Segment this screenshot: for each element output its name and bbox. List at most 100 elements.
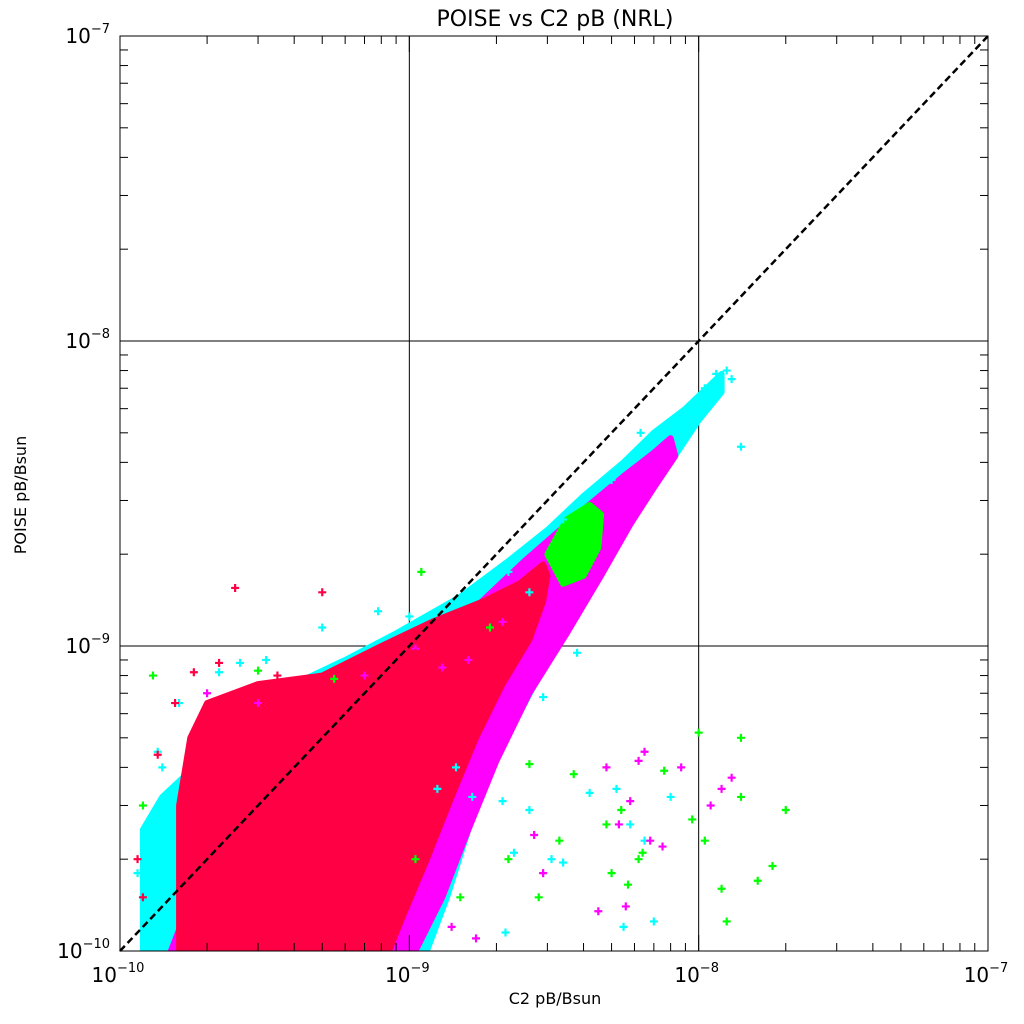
data-point xyxy=(525,805,534,814)
data-point xyxy=(717,784,726,793)
data-point xyxy=(447,922,456,931)
data-point xyxy=(330,674,339,683)
y-tick-label: 10−8 xyxy=(65,327,110,353)
data-point xyxy=(539,869,548,878)
data-point xyxy=(674,416,683,425)
data-point xyxy=(736,442,745,451)
scatter-points xyxy=(133,366,790,943)
x-tick-label: 10−10 xyxy=(92,961,145,987)
data-point xyxy=(525,588,534,597)
data-point xyxy=(138,801,147,810)
data-point xyxy=(411,855,420,864)
data-point xyxy=(706,801,715,810)
data-point xyxy=(712,369,721,378)
data-point xyxy=(722,917,731,926)
data-point xyxy=(617,805,626,814)
data-point xyxy=(594,907,603,916)
data-point xyxy=(717,884,726,893)
data-point xyxy=(621,902,630,911)
data-point xyxy=(660,766,669,775)
data-point xyxy=(158,763,167,772)
data-point xyxy=(626,820,635,829)
data-point xyxy=(753,876,762,885)
data-point xyxy=(153,750,162,759)
data-point xyxy=(649,917,658,926)
data-point xyxy=(607,869,616,878)
data-point xyxy=(485,623,494,632)
data-point xyxy=(547,855,556,864)
data-point xyxy=(727,375,736,384)
data-point xyxy=(646,836,655,845)
data-point xyxy=(318,588,327,597)
data-point xyxy=(573,648,582,657)
y-axis-label: POISE pB/Bsun xyxy=(11,436,30,554)
data-point xyxy=(501,928,510,937)
data-point xyxy=(254,666,263,675)
data-point xyxy=(634,756,643,765)
data-point xyxy=(626,797,635,806)
data-point xyxy=(189,668,198,677)
data-point xyxy=(405,612,414,621)
data-point xyxy=(768,861,777,870)
data-point xyxy=(602,820,611,829)
plot-frame xyxy=(119,35,989,952)
x-axis-label: C2 pB/Bsun xyxy=(509,989,602,1008)
point-clouds xyxy=(139,370,725,951)
data-point xyxy=(417,567,426,576)
data-point xyxy=(614,820,623,829)
data-point xyxy=(525,760,534,769)
data-point xyxy=(640,747,649,756)
data-point xyxy=(236,658,245,667)
x-tick-label: 10−8 xyxy=(674,961,719,987)
data-point xyxy=(215,668,224,677)
data-point xyxy=(254,699,263,708)
data-point xyxy=(634,855,643,864)
data-point xyxy=(624,880,633,889)
data-point xyxy=(498,617,507,626)
data-point xyxy=(468,792,477,801)
x-tick-label: 10−9 xyxy=(385,961,430,987)
data-point xyxy=(411,648,420,657)
data-point xyxy=(677,763,686,772)
data-point xyxy=(133,869,142,878)
data-point xyxy=(360,671,369,680)
x-tick-label: 10−7 xyxy=(964,961,1009,987)
data-point xyxy=(530,831,539,840)
data-point xyxy=(736,792,745,801)
data-point xyxy=(452,763,461,772)
data-point xyxy=(722,366,731,375)
reference-line xyxy=(119,35,989,952)
data-point xyxy=(215,658,224,667)
data-point xyxy=(727,773,736,782)
data-point xyxy=(273,671,282,680)
data-point xyxy=(318,623,327,632)
data-point xyxy=(666,792,675,801)
data-point xyxy=(585,788,594,797)
data-point xyxy=(148,671,157,680)
data-point xyxy=(262,655,271,664)
axes xyxy=(119,35,989,952)
point-cloud-2 xyxy=(544,502,605,587)
y-tick-label: 10−10 xyxy=(57,937,110,963)
data-point xyxy=(504,855,513,864)
data-point xyxy=(694,728,703,737)
data-point xyxy=(602,763,611,772)
data-point xyxy=(534,893,543,902)
data-point xyxy=(559,515,568,524)
data-point xyxy=(559,858,568,867)
data-point xyxy=(133,855,142,864)
data-point xyxy=(569,770,578,779)
data-point xyxy=(688,815,697,824)
data-point xyxy=(203,689,212,698)
data-point xyxy=(374,607,383,616)
data-point xyxy=(231,583,240,592)
data-point xyxy=(456,893,465,902)
data-point xyxy=(472,934,481,943)
data-point xyxy=(612,784,621,793)
one-to-one-line xyxy=(119,35,989,952)
data-point xyxy=(509,848,518,857)
data-point xyxy=(138,893,147,902)
data-point xyxy=(781,805,790,814)
data-point xyxy=(498,797,507,806)
